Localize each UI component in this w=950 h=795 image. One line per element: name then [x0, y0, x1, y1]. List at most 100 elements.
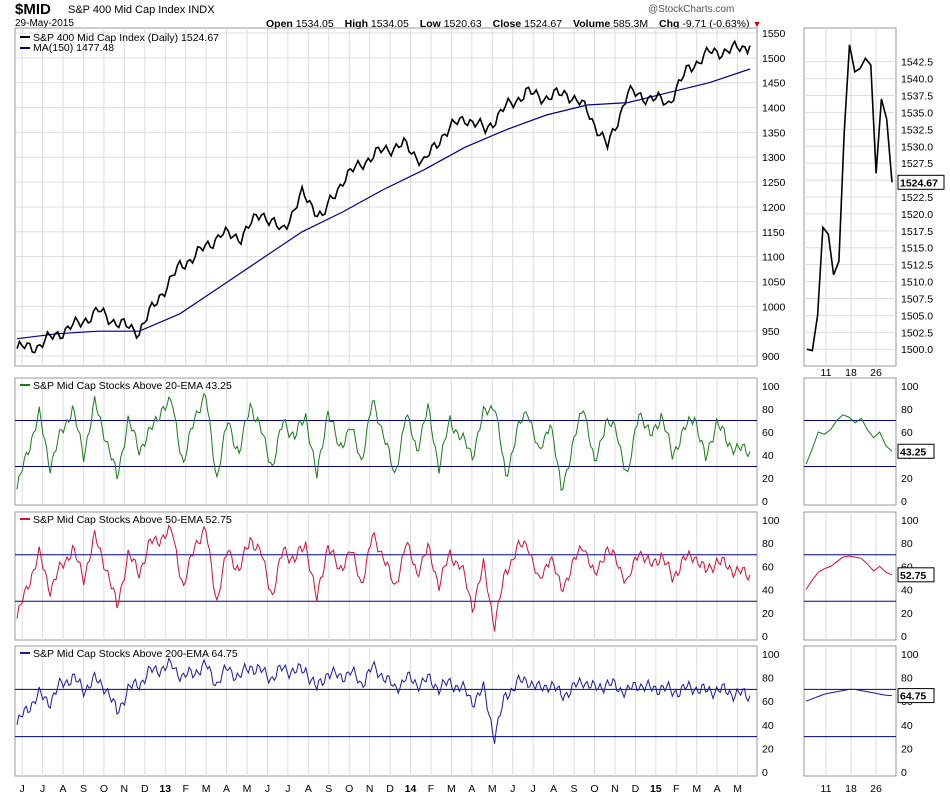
- zoom-x-tick-label: 11: [821, 783, 832, 795]
- zoom-price-y-tick-label: 1542.5: [901, 57, 933, 69]
- ema50-zoom-y-tick-label: 20: [901, 608, 913, 620]
- high-label: High: [344, 18, 368, 30]
- ema20-zoom-frame: [803, 377, 897, 506]
- ema200-y-tick-label: 100: [762, 649, 780, 661]
- price-y-tick-label: 1200: [762, 202, 786, 214]
- ema50-y-tick-label: 20: [762, 608, 774, 620]
- price-line: [16, 39, 751, 354]
- ema200-zoom-frame: [803, 645, 897, 777]
- copyright[interactable]: @StockCharts.com: [648, 4, 735, 15]
- chart-date: 29-May-2015: [15, 18, 74, 29]
- symbol-name: S&P 400 Mid Cap Index: [68, 4, 186, 16]
- ema20-y-tick-label: 60: [762, 427, 774, 439]
- price-y-tick-label: 1300: [762, 152, 786, 164]
- symbol-exchange: INDX: [188, 4, 215, 16]
- chart-symbol-name: S&P 400 Mid Cap Index INDX: [68, 4, 215, 16]
- zoom-price-y-tick-label: 1505.0: [901, 310, 933, 322]
- price-y-tick-label: 1550: [762, 28, 786, 40]
- x-tick-label: D: [386, 783, 394, 795]
- ema200-zoom-y-tick-label: 20: [901, 743, 913, 755]
- zoom-price-y-tick-label: 1517.5: [901, 226, 933, 238]
- zoom-price-y-tick-label: 1530.0: [901, 141, 933, 153]
- ema200-zoom-y-tick-label: 40: [901, 720, 913, 732]
- x-tick-label: M: [488, 783, 497, 795]
- x-tick-label: 14: [405, 783, 417, 795]
- price-y-tick-label: 1150: [762, 227, 785, 239]
- ema20-zoom-line: [805, 414, 893, 465]
- x-tick-label: M: [692, 783, 701, 795]
- x-tick-label: O: [590, 783, 598, 795]
- x-tick-label: J: [20, 783, 25, 795]
- x-tick-label: J: [285, 783, 290, 795]
- x-tick-label: M: [447, 783, 456, 795]
- price-y-tick-label: 1000: [762, 301, 786, 313]
- ema20-y-tick-label: 40: [762, 450, 774, 462]
- ema20-zoom-y-tick-label: 20: [901, 473, 913, 485]
- x-tick-label: 15: [650, 783, 662, 795]
- ema20-y-tick-label: 0: [762, 496, 768, 508]
- ema20-zoom-y-tick-label: 80: [901, 404, 913, 416]
- ema20-legend-label: S&P Mid Cap Stocks Above 20-EMA 43.25: [33, 380, 232, 392]
- ema200-zoom-y-tick-label: 80: [901, 673, 913, 685]
- ema50-y-tick-label: 100: [762, 515, 780, 527]
- x-tick-label: A: [60, 783, 67, 795]
- zoom-price-y-tick-label: 1535.0: [901, 107, 933, 119]
- ema200-zoom-y-tick-label: 0: [901, 767, 907, 779]
- x-tick-label: 13: [159, 783, 171, 795]
- ema200-zoom-line: [805, 688, 893, 702]
- x-tick-label: O: [100, 783, 108, 795]
- price-y-tick-label: 1500: [762, 53, 786, 65]
- zoom-last-price-box: [897, 174, 945, 190]
- ema50-zoom-y-tick-label: 100: [901, 515, 919, 527]
- chg-label: Chg: [659, 18, 680, 30]
- close-value: 1524.67: [524, 18, 563, 30]
- ema50-y-tick-label: 80: [762, 538, 774, 550]
- zoom-price-y-tick-label: 1532.5: [901, 124, 933, 136]
- volume-value: 585.3M: [613, 18, 649, 30]
- price-y-tick-label: 1350: [762, 127, 786, 139]
- ema200-line: [16, 657, 751, 744]
- ema20-line: [16, 392, 751, 492]
- x-tick-label: A: [223, 783, 230, 795]
- zoom-x-tick-label: 18: [845, 783, 857, 795]
- ema50-y-tick-label: 40: [762, 585, 774, 597]
- ema20-panel-frame: [14, 377, 758, 506]
- ema20-zoom-y-tick-label: 60: [901, 427, 913, 439]
- x-tick-label: M: [243, 783, 252, 795]
- zoom-price-y-tick-label: 1500.0: [901, 344, 933, 356]
- ema20-last-value-label: 43.25: [900, 446, 926, 458]
- ema50-zoom-y-tick-label: 0: [901, 631, 907, 643]
- volume-label: Volume: [573, 18, 611, 30]
- x-tick-label: N: [121, 783, 129, 795]
- zoom-price-y-tick-label: 1522.5: [901, 192, 933, 204]
- ema200-y-tick-label: 0: [762, 767, 768, 779]
- down-arrow-icon: ▼: [752, 19, 762, 29]
- x-tick-label: D: [141, 783, 149, 795]
- x-tick-label: S: [571, 783, 578, 795]
- open-value: 1534.05: [295, 18, 334, 30]
- zoom-price-y-tick-label: 1507.5: [901, 293, 933, 305]
- ema200-panel-frame: [14, 645, 758, 777]
- low-label: Low: [419, 18, 441, 30]
- chart-symbol: $MID: [15, 1, 51, 18]
- ema200-y-tick-label: 20: [762, 743, 774, 755]
- zoom-price-y-tick-label: 1512.5: [901, 260, 933, 272]
- legend-price-label: S&P 400 Mid Cap Index (Daily) 1524.67: [33, 32, 219, 44]
- ema50-zoom-y-tick-label: 80: [901, 538, 913, 550]
- ema20-zoom-y-tick-label: 100: [901, 381, 919, 393]
- ema50-last-value-label: 52.75: [900, 570, 926, 582]
- chg-value: -9.71 (-0.63%): [682, 18, 750, 30]
- zoom-price-y-tick-label: 1540.0: [901, 74, 933, 86]
- zoom-price-y-tick-label: 1515.0: [901, 243, 933, 255]
- x-tick-label: J: [510, 783, 515, 795]
- ema200-y-tick-label: 40: [762, 720, 774, 732]
- low-value: 1520.63: [443, 18, 482, 30]
- price-y-tick-label: 950: [762, 326, 780, 338]
- ema200-last-value-box: [897, 688, 935, 704]
- x-tick-label: J: [265, 783, 270, 795]
- x-tick-label: M: [202, 783, 211, 795]
- ema50-y-tick-label: 0: [762, 631, 768, 643]
- price-y-tick-label: 1100: [762, 252, 785, 264]
- ema20-y-tick-label: 80: [762, 404, 774, 416]
- x-tick-label: N: [366, 783, 374, 795]
